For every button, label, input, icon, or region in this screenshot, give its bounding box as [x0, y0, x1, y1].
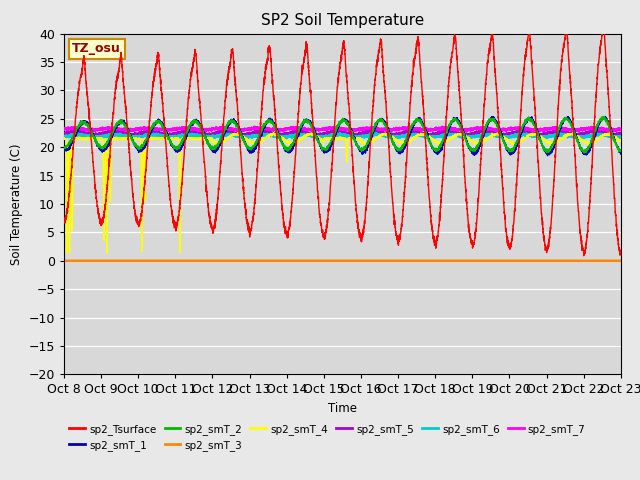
- Y-axis label: Soil Temperature (C): Soil Temperature (C): [10, 143, 23, 265]
- Legend: sp2_Tsurface, sp2_smT_1, sp2_smT_2, sp2_smT_3, sp2_smT_4, sp2_smT_5, sp2_smT_6, : sp2_Tsurface, sp2_smT_1, sp2_smT_2, sp2_…: [69, 424, 586, 451]
- Text: TZ_osu: TZ_osu: [72, 42, 121, 55]
- Title: SP2 Soil Temperature: SP2 Soil Temperature: [260, 13, 424, 28]
- X-axis label: Time: Time: [328, 402, 357, 415]
